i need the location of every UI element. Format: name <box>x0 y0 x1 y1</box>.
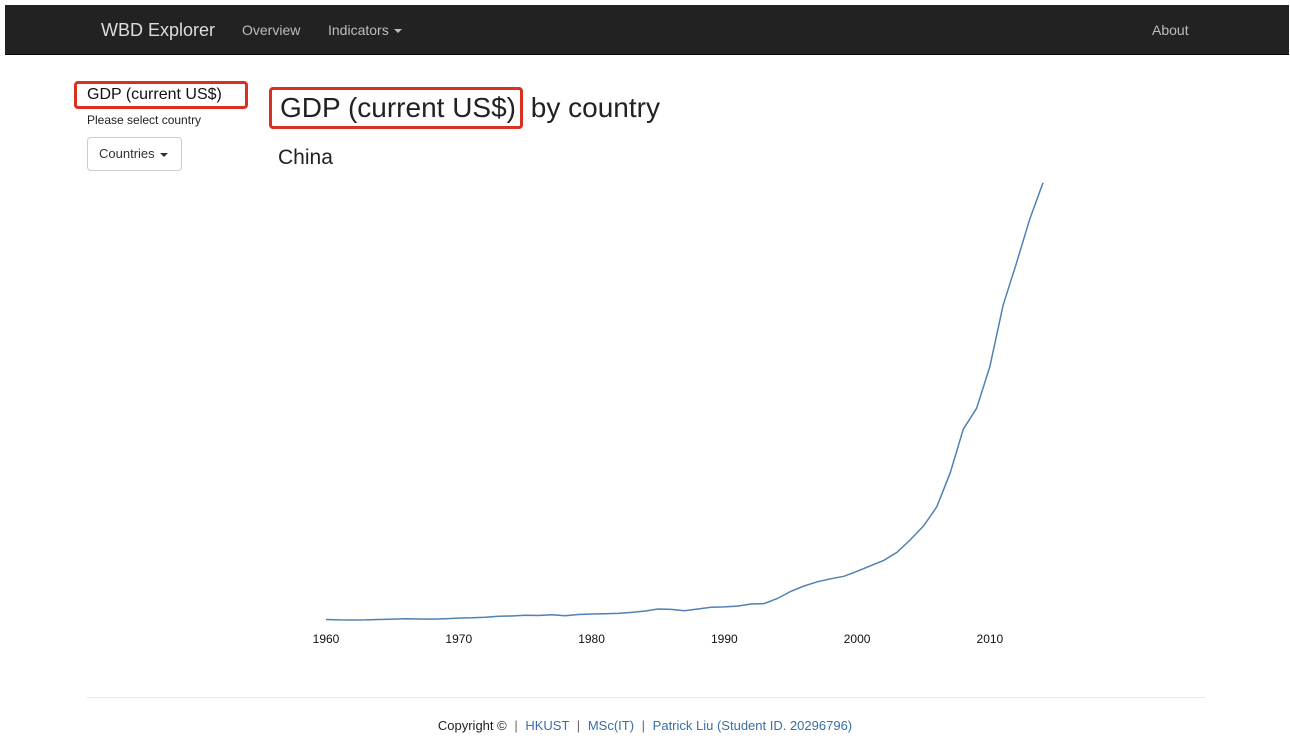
top-navbar: WBD Explorer Overview Indicators About <box>5 5 1289 55</box>
footer-divider <box>87 697 1205 698</box>
nav-about[interactable]: About <box>1152 22 1189 38</box>
x-tick-label: 2000 <box>844 632 871 646</box>
x-tick-label: 1980 <box>578 632 605 646</box>
page-title-indicator: GDP (current US$) <box>269 87 523 129</box>
x-tick-label: 1970 <box>445 632 472 646</box>
gdp-line-chart: 1960 1970 1980 1990 2000 2010 <box>313 182 1044 646</box>
brand-link[interactable]: WBD Explorer <box>101 20 216 40</box>
msc-it-link[interactable]: MSc(IT) <box>587 718 635 733</box>
select-country-hint: Please select country <box>87 113 202 127</box>
x-axis-ticks: 1960 1970 1980 1990 2000 2010 <box>313 632 1004 646</box>
footer-separator: | <box>641 718 646 733</box>
caret-down-icon <box>393 29 402 34</box>
x-tick-label: 1990 <box>711 632 738 646</box>
nav-indicators-label: Indicators <box>328 22 389 38</box>
series-line-china <box>325 182 1044 621</box>
countries-dropdown-label: Countries <box>99 146 155 161</box>
x-tick-label: 1960 <box>313 632 340 646</box>
country-heading: China <box>278 146 333 169</box>
indicator-title: GDP (current US$) <box>74 81 248 109</box>
author-link[interactable]: Patrick Liu (Student ID. 20296796) <box>652 718 853 733</box>
x-tick-label: 2010 <box>977 632 1004 646</box>
hkust-link[interactable]: HKUST <box>525 718 570 733</box>
countries-dropdown-button[interactable]: Countries <box>87 137 182 171</box>
footer-separator: | <box>576 718 581 733</box>
caret-down-icon <box>159 152 168 157</box>
copyright-text: Copyright © <box>437 718 507 733</box>
page-title-suffix: by country <box>523 92 660 123</box>
nav-overview[interactable]: Overview <box>242 22 301 38</box>
footer: Copyright © | HKUST | MSc(IT) | Patrick … <box>0 718 1290 733</box>
page-title: GDP (current US$) by country <box>269 87 660 129</box>
nav-indicators-dropdown[interactable]: Indicators <box>328 5 402 55</box>
footer-separator: | <box>514 718 518 733</box>
